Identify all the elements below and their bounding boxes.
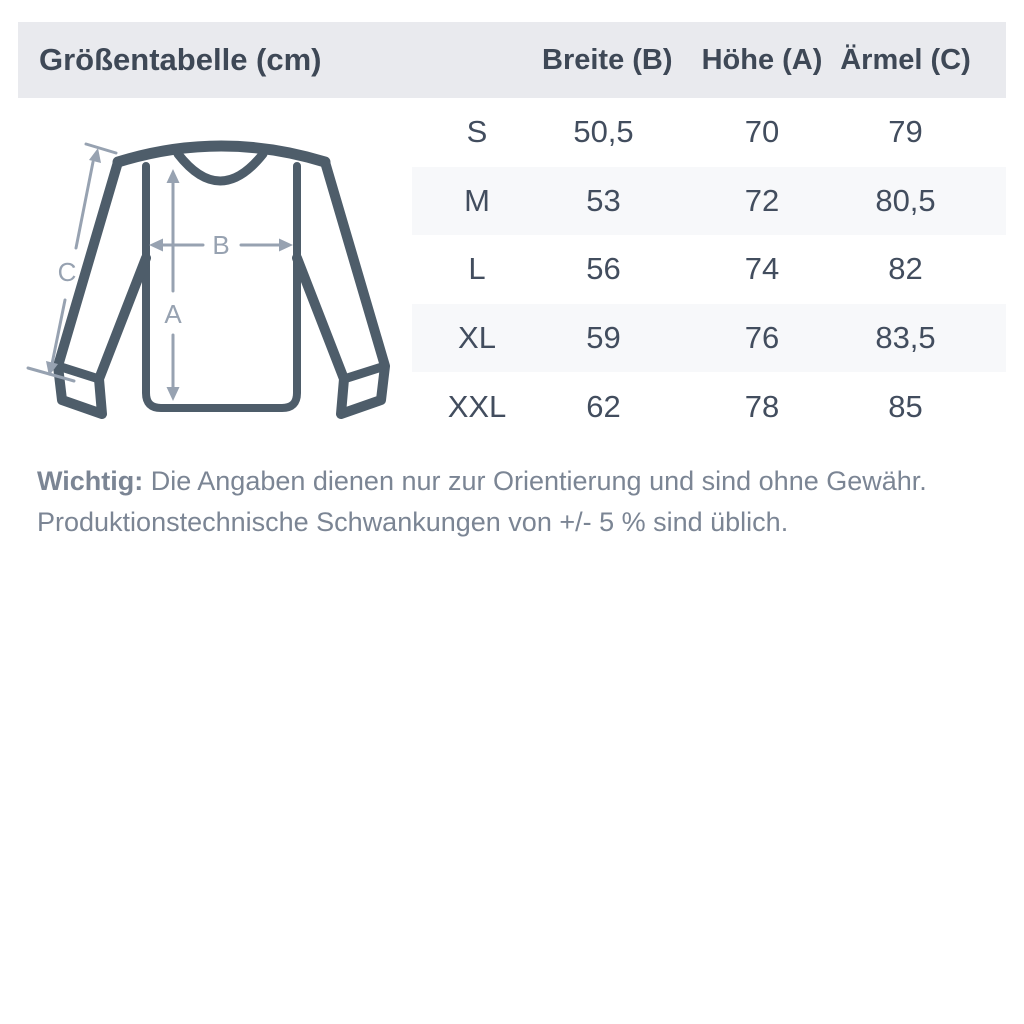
column-header-aermel: Ärmel (C) — [840, 43, 971, 76]
shoulder-outline — [112, 140, 331, 168]
breite-cell: 59 — [586, 320, 621, 356]
disclaimer-line-2: Produktionstechnische Schwankungen von +… — [37, 507, 789, 537]
breite-cell: 56 — [586, 251, 621, 287]
size-cell: S — [466, 114, 488, 150]
size-cell: M — [464, 182, 490, 218]
aermel-cell: 79 — [888, 114, 923, 150]
dimension-a-label: A — [164, 299, 182, 329]
dimension-b-arrow: B — [149, 230, 293, 260]
left-cuff-line — [53, 361, 104, 384]
dimension-c-arrow: C — [26, 142, 118, 383]
collar-outline — [173, 149, 268, 186]
column-header-breite: Breite (B) — [542, 43, 673, 76]
disclaimer-text-1: Die Angaben dienen nur zur Orientierung … — [150, 466, 927, 496]
dimension-b-label: B — [212, 230, 229, 260]
table-row-xxl: XXL 62 78 85 — [412, 372, 1006, 441]
size-table-body: S 50,5 70 79 M 53 72 80,5 L 56 74 82 XL … — [412, 98, 1006, 441]
dimension-a-arrow: A — [164, 169, 182, 401]
disclaimer-lead: Wichtig: — [37, 466, 144, 496]
breite-cell: 50,5 — [573, 114, 634, 150]
dimension-c-label: C — [58, 257, 77, 287]
breite-cell: 53 — [586, 182, 621, 218]
sweater-measurement-diagram: A B C — [26, 140, 390, 419]
table-row-m: M 53 72 80,5 — [412, 166, 1006, 236]
hoehe-cell: 72 — [744, 182, 780, 218]
aermel-cell: 80,5 — [875, 182, 936, 218]
aermel-cell: 85 — [888, 388, 923, 424]
table-row-s: S 50,5 70 79 — [412, 98, 1006, 167]
column-header-hoehe: Höhe (A) — [701, 43, 823, 76]
disclaimer-line-1: Wichtig: Die Angaben dienen nur zur Orie… — [37, 461, 987, 502]
right-cuff-line — [339, 361, 390, 384]
disclaimer-note: Wichtig: Die Angaben dienen nur zur Orie… — [37, 461, 987, 543]
size-cell: XXL — [447, 388, 507, 424]
table-header: Größentabelle (cm) Breite (B) Höhe (A) Ä… — [18, 22, 1006, 98]
table-title: Größentabelle (cm) — [39, 42, 322, 77]
sweater-outline — [53, 140, 390, 419]
table-row-xl: XL 59 76 83,5 — [412, 303, 1006, 373]
hoehe-cell: 74 — [744, 251, 780, 287]
breite-cell: 62 — [586, 388, 621, 424]
table-row-l: L 56 74 82 — [412, 235, 1006, 304]
right-sleeve-outline — [292, 157, 390, 419]
hoehe-cell: 70 — [744, 114, 780, 150]
hoehe-cell: 78 — [744, 388, 780, 424]
left-sleeve-outline — [53, 157, 151, 419]
size-cell: L — [468, 251, 486, 287]
size-cell: XL — [458, 320, 496, 356]
aermel-cell: 82 — [888, 251, 923, 287]
torso-outline — [142, 162, 301, 412]
hoehe-cell: 76 — [744, 320, 780, 356]
aermel-cell: 83,5 — [875, 320, 936, 356]
